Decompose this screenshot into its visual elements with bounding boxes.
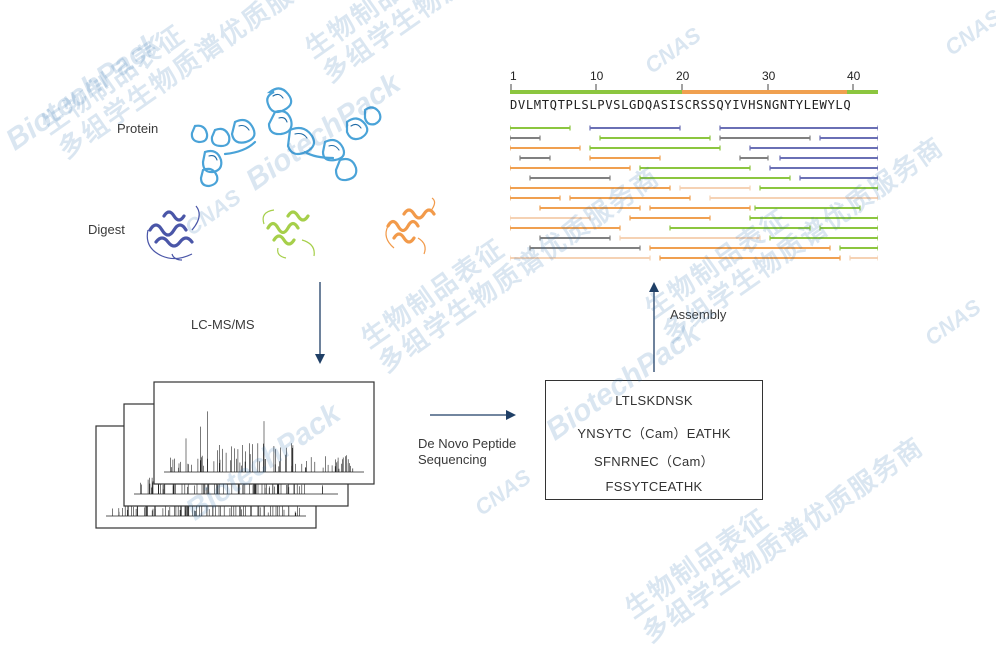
peptide-bar [510,135,541,141]
denovo-label-line2: Sequencing [418,452,487,467]
peptide-bar [519,155,551,161]
peptide-3: SFNRNEC（Cam） [594,454,714,469]
peptide-bar [819,225,878,231]
peptide-bar [589,125,681,131]
protein-sequence: DVLMTQTPLSLPVSLGDQASISCRSSQYIVHSNGNTYLEW… [510,98,852,112]
peptide-bar [510,215,591,221]
digest-label: Digest [88,222,125,237]
peptide-2: YNSYTC（Cam）EATHK [577,426,731,441]
peptide-1: LTLSKDNSK [615,393,693,408]
peptide-bar [679,185,751,191]
ruler-tick-30: 30 [762,69,776,83]
peptide-bar [739,155,769,161]
watermark-cnas-1: CNAS [640,22,706,79]
mass-spectra-stack [95,381,375,529]
peptide-bar [849,255,878,261]
peptide-sequence-box: LTLSKDNSK YNSYTC（Cam）EATHK SFNRNEC（Cam） … [545,380,763,500]
watermark-cnas-4: CNAS [470,464,536,521]
peptide-bar [759,185,878,191]
peptide-bar [510,195,561,201]
protein-label: Protein [117,121,159,136]
peptide-bar [569,195,691,201]
spectrum-peaks [170,411,354,472]
peptide-alignment-map [510,125,878,261]
ruler-tick-40: 40 [847,69,861,83]
peptide-bar [799,175,878,181]
peptide-bar [529,175,611,181]
peptide-bar [669,225,811,231]
watermark-cnas-3: CNAS [920,294,986,351]
peptide-bar [709,195,878,201]
peptide-bar [819,135,878,141]
peptide-bar [510,185,671,191]
denovo-label-line1: De Novo Peptide [418,436,517,451]
peptide-bar [769,235,878,241]
peptide-bar [719,135,811,141]
peptide-bar [510,255,651,261]
peptide-bar [589,145,721,151]
peptide-bar [619,235,761,241]
peptide-bar [510,145,581,151]
peptide-bar [754,205,861,211]
peptide-bar [629,215,711,221]
watermark-cnas-2: CNAS [940,4,996,61]
arrow-right-denovo [430,410,516,420]
digest-fragment-green [262,209,315,259]
peptide-bar [649,245,831,251]
peptide-bar [779,155,878,161]
peptide-bar [589,155,661,161]
arrow-down-lcms [315,282,325,364]
protein-structure [190,87,382,188]
ruler-tick-10: 10 [590,69,604,83]
ruler-tick-20: 20 [676,69,690,83]
peptide-bar [769,165,878,171]
peptide-bar [510,165,631,171]
peptide-bar [639,175,791,181]
arrow-up-assembly [649,282,659,372]
peptide-bar [510,225,621,231]
digest-fragment-orange [385,197,436,255]
peptide-bar [539,205,641,211]
peptide-bar [839,245,878,251]
lcms-label: LC-MS/MS [191,317,255,332]
assembly-label: Assembly [670,307,727,322]
peptide-bar [529,245,641,251]
peptide-bar [749,215,878,221]
peptide-4: FSSYTCEATHK [605,479,703,494]
peptide-bar [510,125,571,131]
peptide-bar [539,235,611,241]
peptide-bar [599,135,711,141]
peptide-bar [719,125,878,131]
peptide-bar [649,205,751,211]
digest-fragment-blue [146,205,200,261]
peptide-bar [659,255,841,261]
peptide-bar [639,165,751,171]
coverage-ruler-bar [510,84,878,94]
ruler-tick-1: 1 [510,69,517,83]
peptide-bar [749,145,878,151]
